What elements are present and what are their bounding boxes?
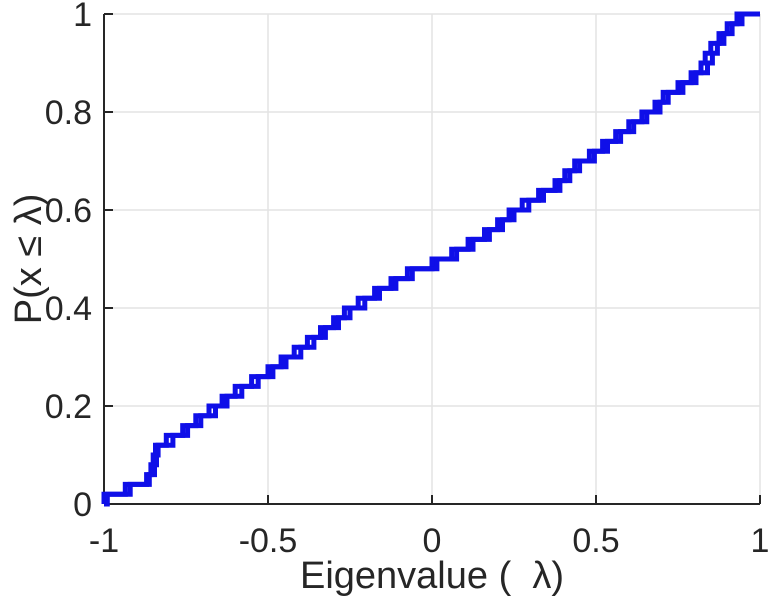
x-tick-label: 1	[751, 522, 768, 560]
y-axis-label: P(x ≤ λ)	[8, 193, 51, 325]
x-tick-label: -0.5	[239, 522, 298, 560]
y-tick-label: 0.2	[45, 388, 92, 426]
ecdf-step-line	[104, 11, 760, 507]
y-tick-label: 0.8	[45, 94, 92, 132]
y-tick-label: 0	[73, 486, 92, 524]
x-tick-label: -1	[89, 522, 119, 560]
x-tick-label: 0.5	[572, 522, 619, 560]
y-tick-label: 1	[73, 0, 92, 34]
x-axis-label: Eigenvalue ( λ)	[299, 555, 564, 597]
x-tick-label: 0	[423, 522, 442, 560]
y-tick-label: 0.4	[45, 290, 92, 328]
y-tick-label: 0.6	[45, 192, 92, 230]
